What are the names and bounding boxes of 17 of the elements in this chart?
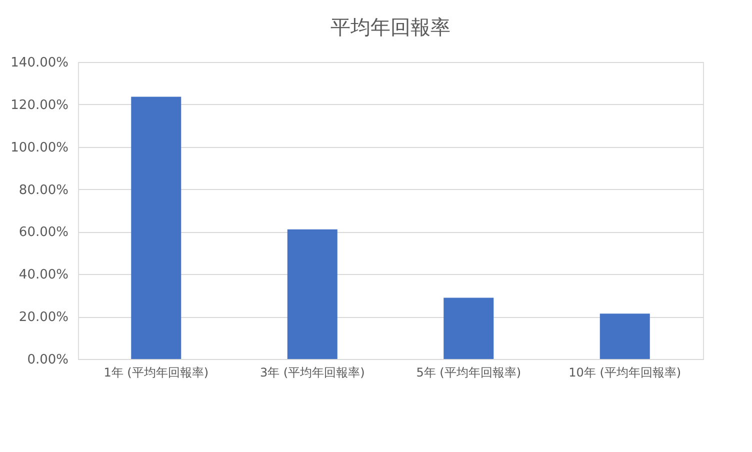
x-tick-label: 10年 (平均年回報率): [568, 366, 682, 380]
y-tick-label: 40.00%: [18, 268, 68, 283]
y-tick-label: 140.00%: [10, 56, 68, 70]
y-tick-label: 60.00%: [18, 225, 68, 240]
bar: [131, 96, 182, 359]
bar: [600, 314, 650, 359]
bar: [287, 229, 338, 359]
bar: [444, 298, 494, 359]
y-tick-label: 120.00%: [10, 98, 68, 113]
x-tick-label: 5年 (平均年回報率): [416, 366, 522, 380]
x-tick-label: 1年 (平均年回報率): [104, 366, 209, 380]
x-tick-label: 3年 (平均年回報率): [260, 366, 365, 380]
y-tick-label: 100.00%: [10, 140, 68, 156]
y-tick-label: 80.00%: [18, 182, 68, 198]
y-tick-label: 0.00%: [27, 352, 68, 368]
chart-title: 平均年回報率: [330, 15, 450, 39]
y-tick-label: 20.00%: [18, 310, 68, 326]
